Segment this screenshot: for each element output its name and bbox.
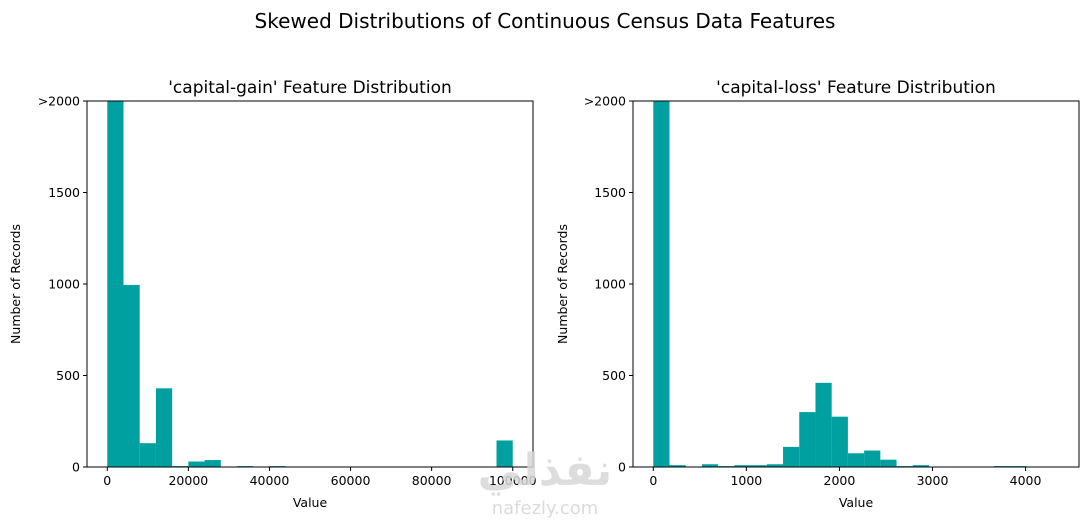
capital-loss-bar (799, 412, 816, 467)
capital-loss-x-tick-label: 4000 (1010, 473, 1042, 488)
capital-loss-x-tick-label: 2000 (824, 473, 856, 488)
capital-gain-bar (155, 388, 173, 467)
capital-gain-y-tick-label: 500 (56, 368, 80, 383)
capital-gain-bars (107, 101, 513, 467)
capital-gain-y-tick-label: 1000 (48, 277, 80, 292)
capital-gain-bar (139, 443, 156, 467)
capital-gain-x-ticks: 0 20000 40000 60000 80000 100000 (103, 467, 537, 488)
capital-loss-x-tick-label: 3000 (917, 473, 949, 488)
capital-loss-bar (880, 459, 897, 467)
capital-loss-x-tick-label: 0 (649, 473, 657, 488)
capital-loss-bar (831, 416, 848, 467)
capital-loss-bar (701, 464, 719, 467)
capital-loss-chart: 'capital-loss' Feature Distribution 0 100… (555, 78, 1080, 510)
capital-gain-chart: 'capital-gain' Feature Distribution 0 200… (8, 78, 537, 510)
watermark-latin: nafezly.com (492, 498, 599, 519)
capital-loss-y-tick-label: 1000 (594, 277, 626, 292)
capital-gain-x-tick-label: 40000 (250, 473, 290, 488)
capital-loss-axes-frame (632, 100, 1080, 468)
capital-gain-bar (496, 440, 513, 467)
watermark-arabic: نفذلي (478, 445, 613, 496)
capital-loss-bar (912, 465, 929, 467)
capital-loss-y-tick-label: 0 (618, 460, 626, 475)
capital-loss-chart-title: 'capital-loss' Feature Distribution (716, 78, 996, 98)
capital-loss-y-axis-label: Number of Records (555, 224, 570, 344)
capital-loss-x-axis-label: Value (839, 495, 874, 510)
capital-gain-y-tick-label: 1500 (48, 185, 80, 200)
capital-loss-y-tick-label: 1500 (594, 185, 626, 200)
capital-gain-x-tick-label: 60000 (331, 473, 371, 488)
capital-loss-bar (653, 101, 670, 467)
capital-gain-y-axis-label: Number of Records (8, 224, 23, 344)
capital-loss-bar (669, 465, 686, 467)
capital-gain-bar (107, 101, 124, 467)
capital-gain-chart-title: 'capital-gain' Feature Distribution (168, 78, 452, 98)
capital-gain-y-tick-label: >2000 (38, 94, 80, 109)
capital-gain-axes-frame (86, 100, 534, 468)
capital-gain-y-ticks: 0 500 1000 1500 >2000 (38, 94, 87, 475)
capital-loss-bar (734, 465, 751, 467)
capital-gain-x-tick-label: 80000 (412, 473, 452, 488)
watermark: نفذلي nafezly.com (478, 445, 613, 519)
capital-gain-x-tick-label: 0 (103, 473, 111, 488)
capital-loss-y-tick-label: >2000 (584, 94, 626, 109)
capital-loss-y-tick-label: 500 (602, 368, 626, 383)
capital-loss-x-tick-label: 1000 (730, 473, 762, 488)
capital-loss-y-ticks: 0 500 1000 1500 >2000 (584, 94, 633, 475)
capital-loss-x-ticks: 0 1000 2000 3000 4000 (649, 467, 1042, 488)
capital-loss-bar (766, 464, 784, 467)
figure-title: Skewed Distributions of Continuous Censu… (255, 9, 836, 33)
capital-loss-bar (783, 446, 800, 467)
capital-loss-bars (653, 101, 1027, 467)
capital-gain-x-tick-label: 100000 (489, 473, 537, 488)
capital-gain-bar (123, 284, 140, 467)
capital-loss-bar (864, 450, 881, 467)
capital-gain-x-tick-label: 20000 (168, 473, 208, 488)
capital-gain-y-tick-label: 0 (72, 460, 80, 475)
capital-loss-bar (847, 453, 865, 467)
capital-gain-bar (188, 461, 205, 467)
capital-loss-bar (750, 465, 767, 467)
capital-loss-bar (815, 382, 832, 467)
capital-gain-bar (204, 460, 221, 467)
capital-gain-x-axis-label: Value (293, 495, 328, 510)
